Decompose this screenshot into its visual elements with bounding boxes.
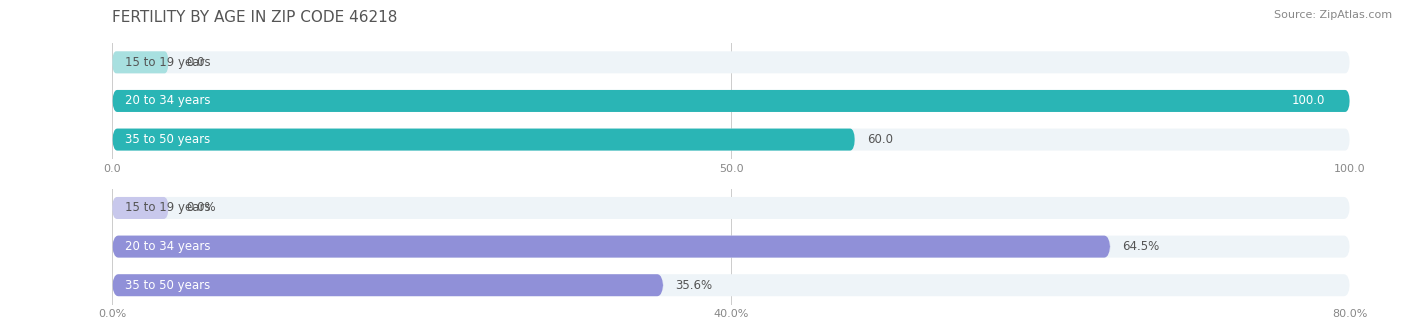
FancyBboxPatch shape	[112, 236, 1350, 258]
FancyBboxPatch shape	[112, 197, 169, 219]
Text: 20 to 34 years: 20 to 34 years	[125, 94, 211, 108]
Text: 100.0: 100.0	[1292, 94, 1324, 108]
FancyBboxPatch shape	[112, 90, 1350, 112]
FancyBboxPatch shape	[112, 51, 169, 73]
Text: 0.0%: 0.0%	[187, 202, 217, 214]
FancyBboxPatch shape	[112, 128, 1350, 151]
Text: 64.5%: 64.5%	[1122, 240, 1160, 253]
Text: 60.0: 60.0	[868, 133, 893, 146]
FancyBboxPatch shape	[112, 90, 1350, 112]
FancyBboxPatch shape	[112, 236, 1111, 258]
FancyBboxPatch shape	[112, 274, 664, 296]
Text: 35.6%: 35.6%	[675, 279, 713, 292]
FancyBboxPatch shape	[112, 51, 1350, 73]
Text: Source: ZipAtlas.com: Source: ZipAtlas.com	[1274, 10, 1392, 20]
FancyBboxPatch shape	[112, 128, 855, 151]
Text: 20 to 34 years: 20 to 34 years	[125, 240, 211, 253]
Text: 35 to 50 years: 35 to 50 years	[125, 133, 209, 146]
FancyBboxPatch shape	[112, 274, 1350, 296]
Text: 0.0: 0.0	[187, 56, 205, 69]
Text: 15 to 19 years: 15 to 19 years	[125, 202, 211, 214]
Text: FERTILITY BY AGE IN ZIP CODE 46218: FERTILITY BY AGE IN ZIP CODE 46218	[112, 10, 398, 25]
FancyBboxPatch shape	[112, 197, 1350, 219]
Text: 15 to 19 years: 15 to 19 years	[125, 56, 211, 69]
Text: 35 to 50 years: 35 to 50 years	[125, 279, 209, 292]
